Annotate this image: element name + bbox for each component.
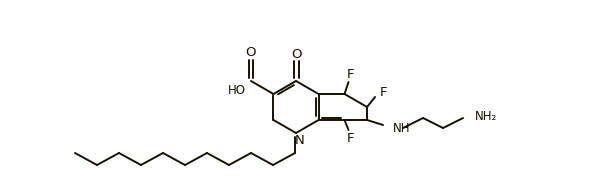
Text: F: F [347,132,354,146]
Text: HO: HO [228,84,246,97]
Text: NH₂: NH₂ [475,111,497,123]
Text: F: F [347,69,354,81]
Text: NH: NH [393,122,411,135]
Text: O: O [291,49,301,61]
Text: F: F [379,85,387,98]
Text: O: O [246,46,256,59]
Text: N: N [295,133,305,146]
